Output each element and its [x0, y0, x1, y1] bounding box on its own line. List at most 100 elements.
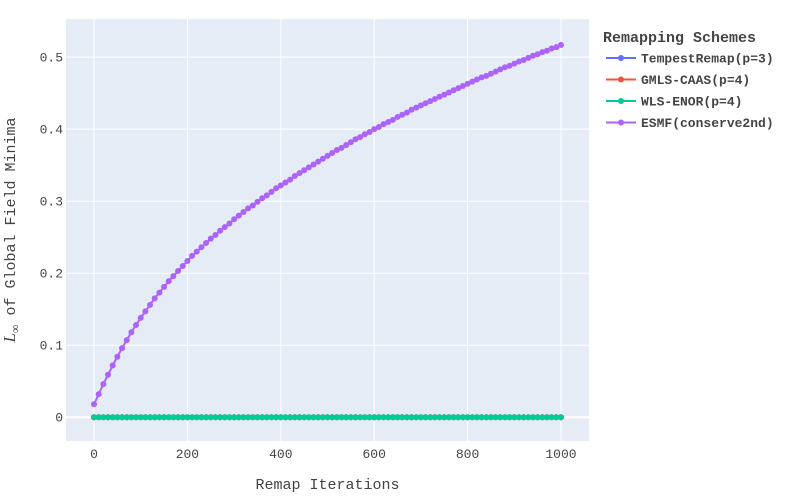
- legend-item[interactable]: GMLS-CAAS(p=4): [606, 73, 750, 88]
- data-point: [483, 72, 490, 79]
- data-point: [301, 414, 308, 421]
- data-point: [459, 82, 466, 89]
- data-point: [553, 414, 560, 421]
- data-point: [525, 414, 532, 421]
- data-point: [520, 57, 527, 64]
- data-point: [441, 91, 448, 98]
- data-point: [105, 371, 112, 378]
- data-point: [380, 121, 387, 128]
- data-point: [427, 414, 434, 421]
- data-point: [296, 170, 303, 177]
- data-point: [529, 414, 536, 421]
- data-point: [203, 239, 210, 246]
- data-point: [296, 414, 303, 421]
- legend: TempestRemap(p=3) GMLS-CAAS(p=4) WLS-ENOR(…: [606, 52, 774, 131]
- data-point: [366, 129, 373, 136]
- data-point: [268, 414, 275, 421]
- data-point: [259, 195, 266, 202]
- data-point: [399, 414, 406, 421]
- data-point: [399, 111, 406, 118]
- data-point: [235, 414, 242, 421]
- data-point: [319, 155, 326, 162]
- data-point: [291, 414, 298, 421]
- data-point: [324, 414, 331, 421]
- data-point: [497, 414, 504, 421]
- data-point: [128, 329, 135, 336]
- data-point: [137, 414, 144, 421]
- data-point: [385, 118, 392, 125]
- data-point: [221, 224, 228, 231]
- data-point: [133, 322, 140, 329]
- data-point: [123, 337, 130, 344]
- data-point: [240, 414, 247, 421]
- data-point: [506, 414, 513, 421]
- data-point: [151, 414, 158, 421]
- data-point: [361, 414, 368, 421]
- data-point: [352, 136, 359, 143]
- legend-swatch-marker: [618, 98, 624, 104]
- data-point: [161, 414, 168, 421]
- legend-item[interactable]: WLS-ENOR(p=4): [606, 95, 742, 110]
- legend-label: GMLS-CAAS(p=4): [641, 73, 750, 88]
- data-point: [119, 414, 126, 421]
- y-tick-label: 0.2: [40, 267, 63, 282]
- data-point: [315, 414, 322, 421]
- data-point: [109, 362, 116, 369]
- data-point: [366, 414, 373, 421]
- data-point: [352, 414, 359, 421]
- data-point: [245, 205, 252, 212]
- data-point: [520, 414, 527, 421]
- data-point: [539, 414, 546, 421]
- data-point: [179, 414, 186, 421]
- data-point: [497, 66, 504, 73]
- data-point: [557, 41, 564, 48]
- data-point: [478, 74, 485, 81]
- data-point: [445, 414, 452, 421]
- data-point: [553, 44, 560, 51]
- data-point: [193, 248, 200, 255]
- series-layer: [91, 41, 564, 421]
- data-point: [333, 414, 340, 421]
- data-point: [263, 414, 270, 421]
- data-point: [147, 414, 154, 421]
- y-tick-label: 0.3: [40, 195, 63, 210]
- data-point: [240, 209, 247, 215]
- data-point: [487, 70, 494, 77]
- y-tick-label: 0.1: [40, 339, 64, 354]
- y-axis-title-sub: ∞: [8, 325, 22, 334]
- data-point: [511, 60, 518, 67]
- data-point: [413, 414, 420, 421]
- x-tick-label: 800: [456, 447, 479, 462]
- data-point: [329, 149, 336, 156]
- legend-swatch-marker: [618, 119, 624, 126]
- data-point: [525, 54, 532, 61]
- data-point: [263, 192, 270, 199]
- data-point: [137, 314, 144, 321]
- data-point: [557, 414, 564, 421]
- data-point: [91, 414, 98, 421]
- data-point: [473, 76, 480, 83]
- data-point: [459, 414, 466, 421]
- data-point: [455, 85, 462, 92]
- data-point: [492, 414, 499, 421]
- data-point: [548, 414, 555, 421]
- legend-item[interactable]: TempestRemap(p=3): [606, 52, 774, 67]
- x-tick-labels: 0 200 400 600 800 1000: [90, 447, 576, 462]
- data-point: [207, 235, 214, 242]
- legend-item[interactable]: ESMF(conserve2nd): [606, 116, 774, 131]
- data-point: [431, 95, 438, 102]
- data-point: [450, 414, 457, 421]
- y-axis-title: L∞ of Global Field Minima: [0, 117, 22, 343]
- data-point: [151, 295, 158, 302]
- data-point: [492, 68, 499, 75]
- data-point: [175, 414, 182, 421]
- legend-swatch-marker: [618, 55, 624, 61]
- data-point: [142, 308, 149, 315]
- data-point: [282, 414, 289, 421]
- data-point: [385, 414, 392, 421]
- series: [91, 41, 564, 408]
- data-point: [422, 414, 429, 421]
- data-point: [501, 414, 508, 421]
- y-tick-labels: 0 0.1 0.2 0.3 0.4 0.5: [40, 51, 64, 426]
- data-point: [473, 414, 480, 421]
